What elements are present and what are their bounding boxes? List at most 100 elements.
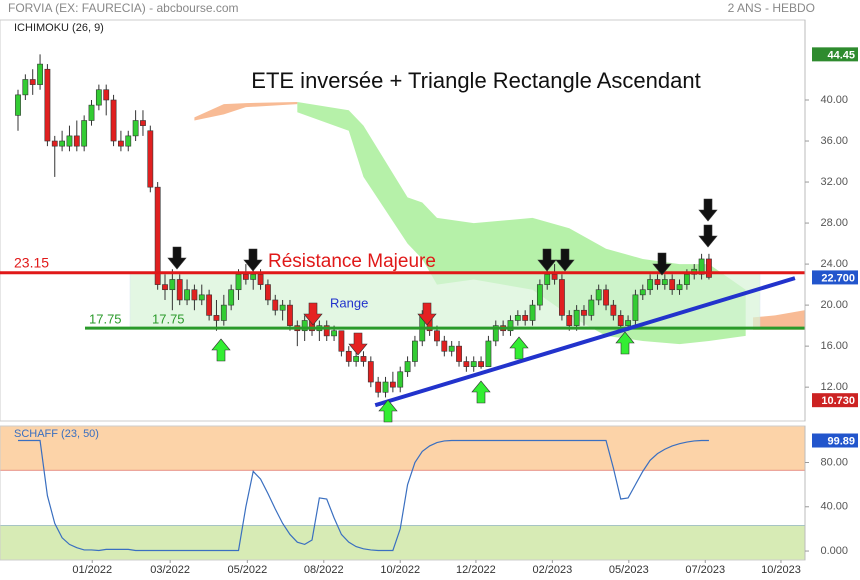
candle-body <box>59 140 66 147</box>
candle-body <box>323 325 330 337</box>
candle-body <box>603 289 609 306</box>
candle-body <box>367 361 374 383</box>
candle-body <box>15 94 21 116</box>
candle-body <box>698 258 705 275</box>
candle-body <box>566 315 573 326</box>
candle-body <box>154 186 161 285</box>
support-value: 17.75 <box>89 312 122 327</box>
candle-body <box>544 274 551 285</box>
candle-body <box>559 279 565 316</box>
y-tick-label: 40.00 <box>820 94 848 106</box>
candle-body <box>73 135 80 147</box>
candle-body <box>169 279 176 291</box>
candle-body <box>514 315 521 321</box>
price-flag <box>812 393 858 408</box>
source: FORVIA (EX: FAURECIA) - abcbourse.com <box>8 1 239 15</box>
down-arrow <box>698 224 718 248</box>
candle-body <box>147 130 154 188</box>
candle-body <box>265 284 271 301</box>
candle-body <box>485 340 492 367</box>
price-flag <box>812 47 858 62</box>
price-flag <box>812 433 858 448</box>
chart-title: ETE inversée + Triangle Rectangle Ascend… <box>251 68 700 93</box>
candle-body <box>176 279 183 301</box>
x-tick-label: 07/2023 <box>685 564 725 576</box>
candle-body <box>617 315 624 326</box>
price-flag-label: 99.89 <box>827 435 855 447</box>
candle-body <box>81 120 88 147</box>
price-flag-label: 22.700 <box>821 272 855 284</box>
trendline <box>374 276 796 408</box>
candle-body <box>706 258 712 278</box>
candle-body <box>345 350 352 362</box>
x-tick-label: 03/2022 <box>150 564 190 576</box>
price-flag <box>812 270 858 285</box>
candle-body <box>676 284 683 291</box>
price-flag-label: 44.45 <box>827 49 855 61</box>
candle-body <box>632 294 639 321</box>
up-arrow <box>509 336 529 360</box>
down-arrow <box>167 246 187 270</box>
candle-body <box>478 361 484 367</box>
lower-zone <box>0 525 805 560</box>
candle-body <box>529 304 536 321</box>
candle-body <box>595 289 602 301</box>
candle-body <box>360 356 367 362</box>
panel-title: SCHAFF (23, 50) <box>14 428 99 440</box>
range-label: Range <box>330 295 368 310</box>
candle-body <box>95 89 102 106</box>
candle-body <box>522 315 529 321</box>
up-arrow <box>378 399 398 423</box>
candle-body <box>639 289 646 296</box>
candle-body <box>661 279 668 285</box>
indicator: ICHIMOKU (26, 9) <box>14 22 104 34</box>
x-tick-label: 05/2022 <box>227 564 267 576</box>
candle-body <box>125 135 132 147</box>
candle-body <box>198 294 205 301</box>
price-flag-label: 10.730 <box>821 395 855 407</box>
y-tick-label: 32.00 <box>820 176 848 188</box>
candle-body <box>235 274 242 291</box>
candle-body <box>610 304 617 316</box>
candle-body <box>654 279 661 285</box>
y-tick-label: 28.00 <box>820 217 848 229</box>
candle-body <box>44 68 51 142</box>
candle-body <box>463 361 470 367</box>
y-tick-label: 36.00 <box>820 135 848 147</box>
candle-body <box>375 381 382 393</box>
period: 2 ANS - HEBDO <box>728 1 815 15</box>
upper-zone <box>0 426 805 471</box>
candle-body <box>206 294 213 316</box>
resistance-label: Résistance Majeure <box>268 251 436 272</box>
candle-body <box>581 309 587 316</box>
down-arrow <box>537 248 557 272</box>
candle-body <box>536 284 543 306</box>
down-arrow <box>555 248 575 272</box>
candle-body <box>669 279 676 291</box>
candle-body <box>29 79 36 85</box>
candle-body <box>51 140 58 147</box>
candle-body <box>162 284 168 291</box>
y-tick-label: 0.000 <box>820 545 848 557</box>
candle-body <box>22 79 29 96</box>
candle-body <box>625 320 631 326</box>
candle-body <box>118 140 124 147</box>
up-arrow <box>211 338 231 362</box>
down-arrow <box>303 302 323 326</box>
x-tick-label: 02/2023 <box>532 564 572 576</box>
x-tick-label: 01/2022 <box>72 564 112 576</box>
up-arrow <box>471 380 491 404</box>
candle-body <box>404 361 411 373</box>
candle-body <box>228 289 235 306</box>
cloud-bear <box>753 310 805 330</box>
candle-body <box>287 304 293 326</box>
x-tick-label: 08/2022 <box>304 564 344 576</box>
down-arrow <box>698 198 718 222</box>
y-tick-label: 80.00 <box>820 456 848 468</box>
candle-body <box>647 279 654 291</box>
down-arrow <box>348 332 368 356</box>
candle-body <box>242 274 249 280</box>
x-tick-label: 10/2022 <box>380 564 420 576</box>
support-value: 17.75 <box>152 312 185 327</box>
candle-body <box>389 381 396 388</box>
